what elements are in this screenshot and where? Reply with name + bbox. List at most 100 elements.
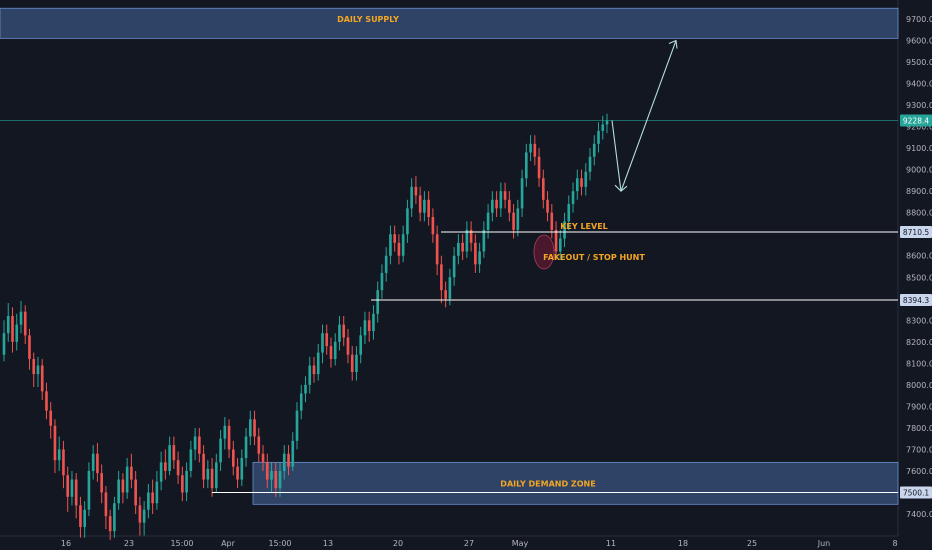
fakeout-label: FAKEOUT / STOP HUNT bbox=[543, 253, 645, 262]
candle-body bbox=[83, 509, 86, 527]
x-tick-label: 25 bbox=[747, 539, 757, 548]
candle-body bbox=[62, 449, 65, 476]
candle-body bbox=[142, 509, 146, 523]
candle-body bbox=[198, 436, 201, 454]
candle-body bbox=[533, 143, 537, 157]
candle-body bbox=[28, 335, 31, 360]
candle-body bbox=[329, 346, 333, 360]
candle-body bbox=[36, 365, 40, 375]
candle-body bbox=[448, 277, 452, 299]
x-tick-label: 20 bbox=[393, 539, 403, 548]
candle-body bbox=[465, 229, 469, 252]
candle-body bbox=[520, 178, 524, 209]
candle-body bbox=[287, 453, 290, 467]
candle-body bbox=[130, 466, 133, 480]
candle-body bbox=[164, 462, 167, 471]
price-tag-label: 9228.4 bbox=[903, 116, 929, 125]
candle-body bbox=[236, 466, 239, 480]
candle-body bbox=[104, 492, 108, 517]
candle-body bbox=[206, 468, 210, 480]
x-tick-label: 15:00 bbox=[268, 539, 291, 548]
y-tick-label: 8000.0 bbox=[906, 381, 932, 390]
plot-background bbox=[0, 0, 898, 536]
candle-body bbox=[57, 449, 61, 461]
x-tick-label: 18 bbox=[678, 539, 688, 548]
candle-body bbox=[40, 365, 44, 392]
candle-body bbox=[406, 208, 409, 235]
y-tick-label: 7900.0 bbox=[906, 402, 932, 411]
projection-arrowhead-down bbox=[614, 184, 628, 192]
candle-body bbox=[346, 337, 350, 355]
candle-body bbox=[231, 449, 235, 467]
candle-body bbox=[155, 481, 159, 504]
candle-body bbox=[32, 359, 36, 375]
y-tick-label: 9100.0 bbox=[906, 144, 932, 153]
y-tick-label: 9600.0 bbox=[906, 37, 932, 46]
candle-body bbox=[486, 212, 490, 230]
candle-body bbox=[2, 333, 6, 355]
y-tick-label: 9300.0 bbox=[906, 101, 932, 110]
candle-body bbox=[355, 354, 358, 372]
candle-body bbox=[410, 186, 413, 209]
y-tick-label: 7400.0 bbox=[906, 510, 932, 519]
candle-body bbox=[342, 324, 346, 338]
x-tick-label: 27 bbox=[464, 539, 474, 548]
candle-body bbox=[414, 186, 418, 196]
y-tick-label: 9400.0 bbox=[906, 80, 932, 89]
price-tag-label: 7500.1 bbox=[903, 488, 929, 497]
candle-body bbox=[571, 191, 575, 205]
annotations-layer: FAKEOUT / STOP HUNT bbox=[533, 39, 678, 270]
candle-body bbox=[440, 264, 443, 291]
candle-body bbox=[202, 453, 205, 480]
candle-body bbox=[474, 242, 477, 265]
candle-body bbox=[372, 313, 375, 332]
levels-layer: KEY LEVEL bbox=[0, 120, 898, 493]
candle-body bbox=[176, 460, 180, 476]
candle-body bbox=[53, 425, 57, 461]
candle-body bbox=[550, 212, 554, 230]
y-axis[interactable]: 7400.07500.07600.07700.07800.07900.08000… bbox=[900, 15, 932, 519]
candle-body bbox=[597, 130, 600, 144]
candle-body bbox=[265, 462, 269, 480]
candle-body bbox=[189, 449, 193, 471]
y-tick-label: 8500.0 bbox=[906, 273, 932, 282]
candle-body bbox=[495, 199, 498, 209]
y-tick-label: 8100.0 bbox=[906, 359, 932, 368]
candle-body bbox=[584, 171, 588, 187]
price-tag-label: 8710.5 bbox=[903, 228, 929, 237]
price-tag-label: 8394.3 bbox=[903, 296, 929, 305]
y-tick-label: 9200.0 bbox=[906, 123, 932, 132]
candle-body bbox=[295, 410, 299, 441]
candle-body bbox=[529, 143, 532, 153]
y-tick-label: 8200.0 bbox=[906, 338, 932, 347]
candle-body bbox=[159, 462, 163, 482]
candle-body bbox=[491, 199, 494, 213]
candle-body bbox=[257, 436, 261, 454]
candle-body bbox=[389, 234, 392, 256]
fakeout-highlight bbox=[533, 234, 555, 270]
x-tick-label: 13 bbox=[323, 539, 333, 548]
x-tick-label: 23 bbox=[124, 539, 134, 548]
x-tick-label: 8 bbox=[892, 539, 897, 548]
candle-body bbox=[563, 221, 566, 239]
candle-body bbox=[181, 475, 184, 493]
candle-body bbox=[278, 470, 282, 489]
candle-body bbox=[261, 453, 265, 463]
candle-body bbox=[601, 124, 605, 131]
candle-body bbox=[338, 324, 341, 342]
candle-body bbox=[308, 365, 312, 385]
candle-body bbox=[23, 311, 27, 336]
candle-body bbox=[316, 352, 320, 375]
candle-body bbox=[537, 156, 541, 179]
candle-body bbox=[49, 410, 53, 426]
x-axis[interactable]: 16 23 15:00 Apr 15:00 13 20 27 May 11 18 25 Jun 8 bbox=[61, 539, 898, 548]
candle-body bbox=[469, 229, 473, 243]
candle-body bbox=[427, 199, 430, 217]
candle-body bbox=[70, 479, 74, 497]
candle-body bbox=[100, 473, 103, 493]
candle-body bbox=[74, 479, 78, 506]
candle-body bbox=[397, 242, 401, 256]
candle-body bbox=[172, 445, 176, 461]
